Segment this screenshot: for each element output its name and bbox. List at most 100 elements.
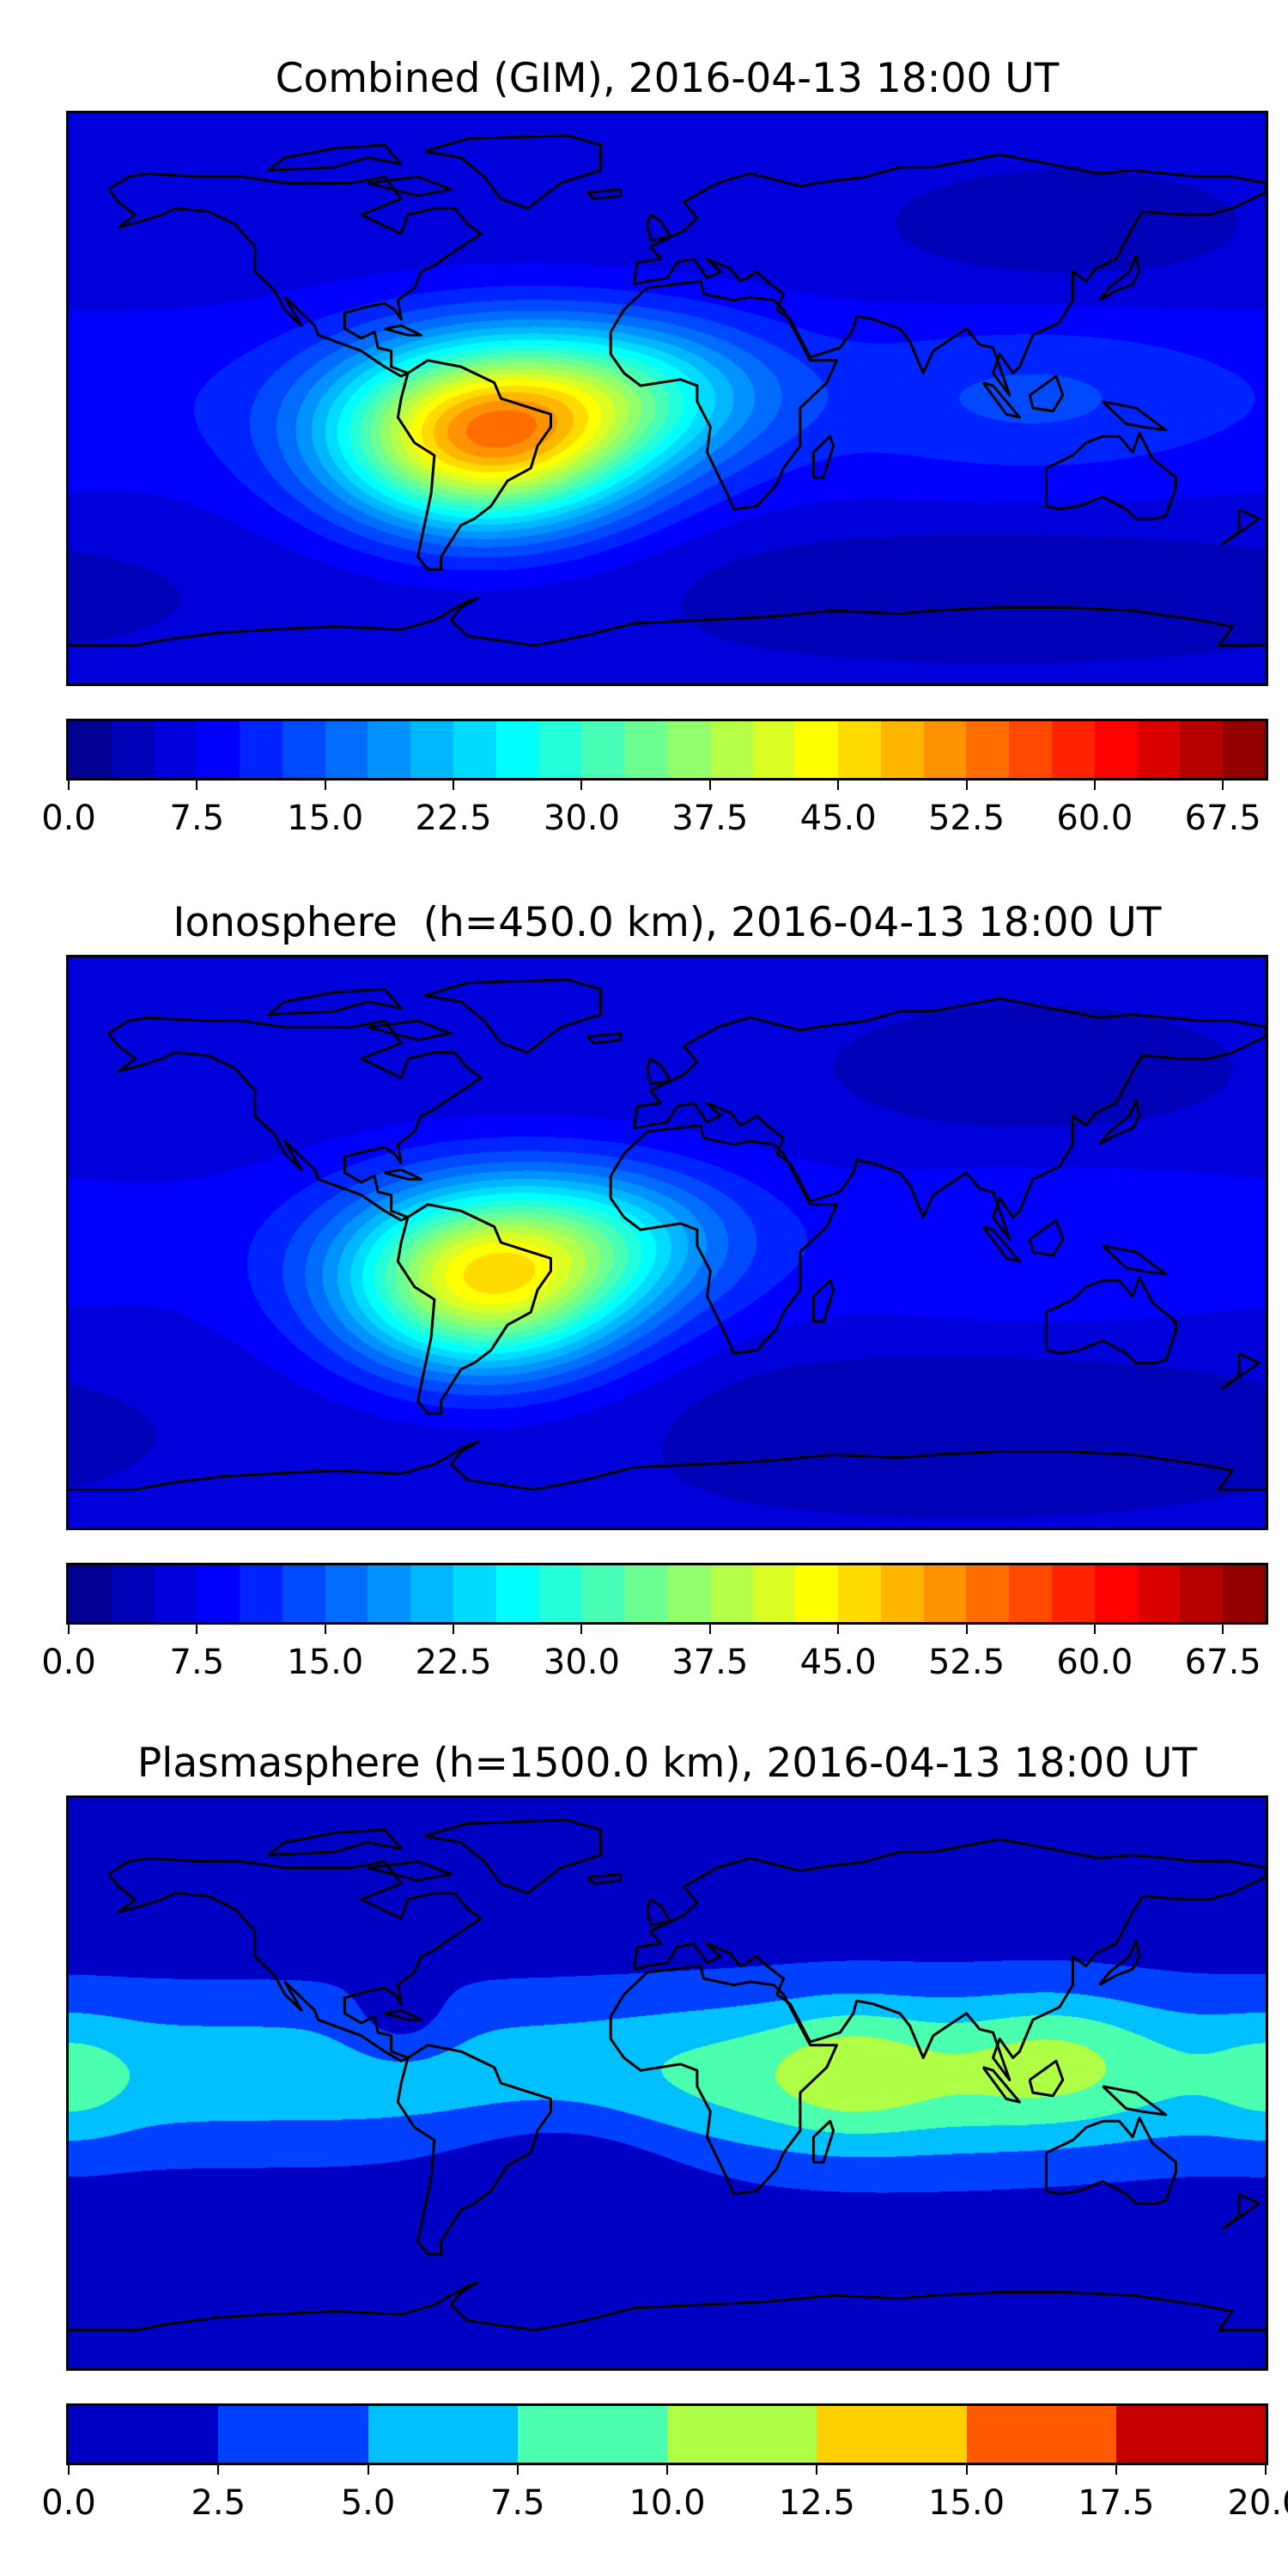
colorbar-tick-label: 10.0 bbox=[629, 2483, 706, 2523]
colorbar-tick-label: 67.5 bbox=[1184, 1643, 1261, 1682]
coastline bbox=[646, 213, 672, 242]
coastline bbox=[609, 1124, 838, 1355]
colorbar-tick-mark bbox=[580, 778, 583, 790]
coastline bbox=[981, 1225, 1021, 1263]
colorbar bbox=[66, 1563, 1268, 1625]
colorbar-segment bbox=[538, 721, 582, 778]
colorbar-tick-label: 17.5 bbox=[1078, 2483, 1155, 2523]
colorbar-segment bbox=[1223, 721, 1266, 778]
colorbar-segment bbox=[368, 2406, 518, 2463]
colorbar-segment bbox=[1009, 1565, 1052, 1622]
colorbar-segment bbox=[69, 1565, 112, 1622]
colorbar-segment bbox=[880, 721, 924, 778]
colorbar-tick-label: 20.0 bbox=[1227, 2483, 1288, 2523]
coastline bbox=[1044, 432, 1177, 520]
colorbar-tick-mark bbox=[1093, 778, 1096, 790]
coastline bbox=[1221, 507, 1261, 546]
colorbar-segment bbox=[495, 1565, 539, 1622]
colorbar-segment bbox=[410, 1565, 454, 1622]
coastline bbox=[632, 153, 1266, 397]
coastline bbox=[1098, 1098, 1141, 1145]
colorbar-tick-label: 15.0 bbox=[287, 1643, 364, 1682]
colorbar-tick-mark bbox=[580, 1622, 583, 1634]
coastline bbox=[69, 1440, 1266, 1492]
coastline bbox=[107, 172, 483, 378]
colorbar-tick-mark bbox=[965, 778, 968, 790]
coastline bbox=[267, 143, 403, 172]
coastline bbox=[396, 359, 552, 571]
colorbar-tick-label: 0.0 bbox=[41, 1643, 96, 1682]
colorbar-tick-label: 12.5 bbox=[778, 2483, 855, 2523]
colorbar-tick-label: 15.0 bbox=[927, 2483, 1005, 2523]
chart-title: Plasmasphere (h=1500.0 km), 2016-04-13 1… bbox=[137, 1740, 1198, 1787]
colorbar-segment bbox=[709, 721, 753, 778]
colorbar-tick-label: 52.5 bbox=[927, 1643, 1005, 1682]
coastline bbox=[811, 434, 835, 479]
colorbar-segment bbox=[1223, 1565, 1266, 1622]
colorbar-tick-label: 7.5 bbox=[169, 1643, 225, 1682]
colorbar-tick-mark bbox=[1093, 1622, 1096, 1634]
colorbar-tick-mark bbox=[965, 1622, 968, 1634]
colorbar bbox=[66, 2403, 1268, 2465]
colorbar-segment bbox=[325, 721, 368, 778]
coastline bbox=[981, 2066, 1021, 2104]
colorbar-ticks: 0.0 7.5 15.0 22.5 30.0 37.5 45.0 52.5 60.0 67.5 bbox=[41, 1622, 1266, 1691]
coastline bbox=[632, 997, 1266, 1241]
colorbar-segment bbox=[667, 2406, 817, 2463]
colorbar-segment bbox=[1051, 721, 1095, 778]
colorbar-tick-label: 7.5 bbox=[489, 2483, 545, 2523]
colorbar-segment bbox=[752, 721, 796, 778]
colorbar-segment bbox=[69, 721, 112, 778]
coastline bbox=[1028, 1218, 1065, 1257]
colorbar-segment bbox=[1137, 1565, 1181, 1622]
colorbar-ticks: 0.0 7.5 15.0 22.5 30.0 37.5 45.0 52.5 60.0 67.5 bbox=[41, 778, 1266, 847]
map-plot bbox=[66, 1795, 1268, 2371]
colorbar-segment bbox=[368, 721, 411, 778]
colorbar-tick-mark bbox=[516, 2463, 519, 2475]
chart-title: Ionosphere (h=450.0 km), 2016-04-13 18:0… bbox=[173, 899, 1162, 946]
tec-contour-field bbox=[69, 957, 1266, 1528]
coastline bbox=[423, 978, 603, 1054]
colorbar-tick-mark bbox=[324, 1622, 326, 1634]
colorbar-segment bbox=[218, 2406, 368, 2463]
colorbar-tick-label: 37.5 bbox=[671, 1643, 749, 1682]
colorbar-tick-label: 60.0 bbox=[1056, 1643, 1133, 1682]
colorbar-tick-label: 2.5 bbox=[191, 2483, 246, 2523]
colorbar-tick-label: 15.0 bbox=[287, 799, 364, 838]
coastline bbox=[267, 1828, 403, 1856]
colorbar-segment bbox=[966, 2406, 1116, 2463]
colorbar-segment bbox=[197, 1565, 240, 1622]
colorbar-segment bbox=[410, 721, 454, 778]
coastline bbox=[646, 1057, 672, 1086]
colorbar-tick-mark bbox=[1222, 778, 1224, 790]
colorbar-segment bbox=[538, 1565, 582, 1622]
colorbar-segment bbox=[517, 2406, 667, 2463]
colorbar-segment bbox=[1094, 1565, 1138, 1622]
colorbar-segment bbox=[495, 721, 539, 778]
colorbar-segment bbox=[368, 1565, 411, 1622]
colorbar-segment bbox=[453, 721, 496, 778]
coastline bbox=[1221, 1352, 1261, 1390]
panel-combined: Combined (GIM), 2016-04-13 18:00 UT 0.0 7… bbox=[0, 0, 1288, 842]
colorbar-tick-mark bbox=[1115, 2463, 1117, 2475]
coastline bbox=[609, 1965, 838, 2196]
coastline bbox=[384, 1168, 422, 1181]
colorbar-segment bbox=[624, 1565, 667, 1622]
colorbar-segment bbox=[154, 1565, 197, 1622]
coastline bbox=[69, 2281, 1266, 2332]
tec-contour-field bbox=[69, 1798, 1266, 2368]
colorbar-segment bbox=[240, 1565, 283, 1622]
colorbar-segment bbox=[1094, 721, 1138, 778]
coastline bbox=[1028, 374, 1065, 413]
panel-plasmasphere: Plasmasphere (h=1500.0 km), 2016-04-13 1… bbox=[0, 1685, 1288, 2527]
coastline bbox=[384, 324, 422, 337]
colorbar-segment bbox=[795, 1565, 839, 1622]
coastline bbox=[811, 1279, 835, 1323]
colorbar-segment bbox=[709, 1565, 753, 1622]
coastline bbox=[69, 596, 1266, 647]
colorbar-segment bbox=[197, 721, 240, 778]
coastline bbox=[368, 1860, 453, 1882]
colorbar-tick-mark bbox=[453, 1622, 455, 1634]
coastline bbox=[1102, 1244, 1168, 1276]
colorbar-tick-mark bbox=[367, 2463, 369, 2475]
